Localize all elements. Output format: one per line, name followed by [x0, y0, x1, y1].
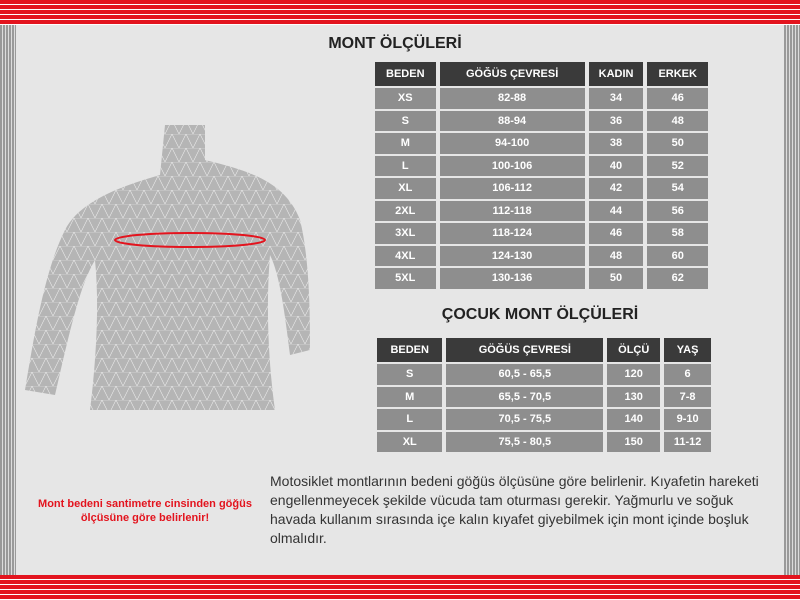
column-header: ÖLÇÜ — [607, 338, 661, 362]
table-cell: 94-100 — [439, 133, 585, 154]
column-header: GÖĞÜS ÇEVRESİ — [439, 62, 585, 86]
table-cell: 3XL — [375, 223, 436, 244]
table-cell: 118-124 — [439, 223, 585, 244]
description: Motosiklet montlarının bedeni göğüs ölçü… — [270, 473, 759, 546]
bottom-stripes — [0, 575, 800, 600]
table-cell: 120 — [607, 364, 661, 385]
table-cell: 54 — [647, 178, 708, 199]
table-cell: L — [375, 155, 436, 176]
table-cell: 130-136 — [439, 268, 585, 289]
table-row: M 65,5 - 70,5 130 7-8 — [377, 386, 711, 407]
table-cell: 106-112 — [439, 178, 585, 199]
column-header: ERKEK — [647, 62, 708, 86]
table-cell: 82-88 — [439, 88, 585, 109]
table-cell: 58 — [647, 223, 708, 244]
table-cell: 34 — [588, 88, 644, 109]
column-header: GÖĞÜS ÇEVRESİ — [446, 338, 604, 362]
table-cell: 62 — [647, 268, 708, 289]
table-cell: 50 — [588, 268, 644, 289]
table-cell: 48 — [647, 110, 708, 131]
table-cell: S — [375, 110, 436, 131]
table-cell: 2XL — [375, 200, 436, 221]
table-cell: 9-10 — [664, 409, 711, 430]
left-border — [0, 25, 16, 575]
top-stripes — [0, 0, 800, 25]
table-cell: 46 — [647, 88, 708, 109]
table-row: XL 106-112 42 54 — [375, 178, 708, 199]
table-cell: 112-118 — [439, 200, 585, 221]
table-cell: 38 — [588, 133, 644, 154]
table-cell: 46 — [588, 223, 644, 244]
adult-size-title: MONT ÖLÇÜLERİ — [328, 35, 462, 52]
table-cell: 140 — [607, 409, 661, 430]
table-cell: 150 — [607, 431, 661, 452]
table-cell: 100-106 — [439, 155, 585, 176]
torso-measurement-figure — [25, 125, 310, 410]
size-note: Mont bedeni santimetre cinsinden göğüs ö… — [38, 498, 252, 524]
right-border — [784, 25, 800, 575]
table-cell: M — [375, 133, 436, 154]
table-cell: L — [377, 409, 443, 430]
table-row: S 60,5 - 65,5 120 6 — [377, 364, 711, 385]
table-cell: S — [377, 364, 443, 385]
column-header: BEDEN — [377, 338, 443, 362]
column-header: KADIN — [588, 62, 644, 86]
table-cell: 75,5 - 80,5 — [446, 431, 604, 452]
table-row: XS 82-88 34 46 — [375, 88, 708, 109]
table-cell: 60 — [647, 245, 708, 266]
table-row: 4XL 124-130 48 60 — [375, 245, 708, 266]
table-cell: 52 — [647, 155, 708, 176]
child-size-title: ÇOCUK MONT ÖLÇÜLERİ — [441, 306, 639, 323]
table-row: 5XL 130-136 50 62 — [375, 268, 708, 289]
table-cell: 4XL — [375, 245, 436, 266]
table-cell: XL — [377, 431, 443, 452]
table-cell: 6 — [664, 364, 711, 385]
table-cell: 60,5 - 65,5 — [446, 364, 604, 385]
chest-measurement-line — [114, 232, 266, 248]
table-cell: 88-94 — [439, 110, 585, 131]
table-cell: 5XL — [375, 268, 436, 289]
table-row: 2XL 112-118 44 56 — [375, 200, 708, 221]
table-cell: 7-8 — [664, 386, 711, 407]
table-cell: 130 — [607, 386, 661, 407]
table-cell: XS — [375, 88, 436, 109]
table-cell: 40 — [588, 155, 644, 176]
table-row: L 70,5 - 75,5 140 9-10 — [377, 409, 711, 430]
table-cell: 44 — [588, 200, 644, 221]
table-cell: XL — [375, 178, 436, 199]
table-row: S 88-94 36 48 — [375, 110, 708, 131]
child-size-table: BEDEN GÖĞÜS ÇEVRESİ ÖLÇÜ YAŞ S 60,5 - 65,5 120… — [373, 336, 715, 454]
table-cell: 42 — [588, 178, 644, 199]
table-row: M 94-100 38 50 — [375, 133, 708, 154]
column-header: BEDEN — [375, 62, 436, 86]
table-cell: M — [377, 386, 443, 407]
table-cell: 56 — [647, 200, 708, 221]
table-cell: 65,5 - 70,5 — [446, 386, 604, 407]
table-cell: 11-12 — [664, 431, 711, 452]
table-cell: 70,5 - 75,5 — [446, 409, 604, 430]
adult-size-table: BEDEN GÖĞÜS ÇEVRESİ KADIN ERKEK XS 82-88 34 46 S… — [371, 60, 712, 291]
table-row: L 100-106 40 52 — [375, 155, 708, 176]
table-cell: 36 — [588, 110, 644, 131]
column-header: YAŞ — [664, 338, 711, 362]
table-row: XL 75,5 - 80,5 150 11-12 — [377, 431, 711, 452]
table-cell: 50 — [647, 133, 708, 154]
table-cell: 124-130 — [439, 245, 585, 266]
table-row: 3XL 118-124 46 58 — [375, 223, 708, 244]
table-cell: 48 — [588, 245, 644, 266]
